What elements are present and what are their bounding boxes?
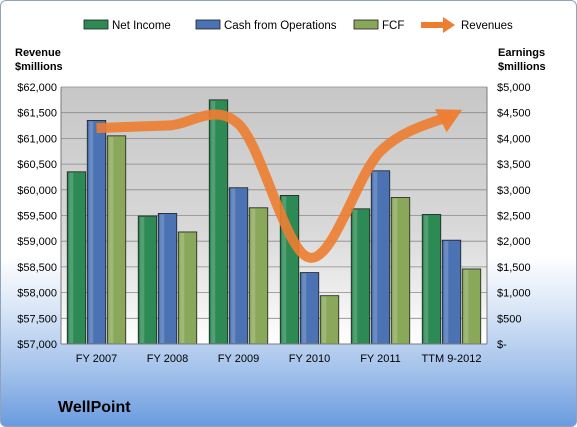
right-tick-label: $4,500 <box>497 108 531 120</box>
bar-highlight <box>140 217 145 343</box>
bar-highlight <box>393 198 398 343</box>
bar-highlight <box>424 215 429 343</box>
left-tick-label: $58,500 <box>17 262 57 274</box>
legend-label: Net Income <box>112 20 171 32</box>
right-tick-label: $500 <box>497 313 521 325</box>
left-tick-label: $59,500 <box>17 211 57 223</box>
legend-swatch-fcf <box>353 19 379 30</box>
x-tick-label: FY 2007 <box>76 353 117 365</box>
right-tick-label: $2,000 <box>497 236 531 248</box>
legend: Net Income Cash from Operations FCF Revenue… <box>83 17 513 33</box>
grid-layer <box>61 86 487 345</box>
bar-highlight <box>231 188 236 343</box>
left-tick-label: $59,000 <box>17 236 57 248</box>
bar-highlight <box>444 241 449 343</box>
legend-label: FCF <box>382 20 404 32</box>
legend-swatch-net-income <box>83 19 109 30</box>
legend-label: Revenues <box>461 20 513 32</box>
bar-highlight <box>322 296 327 343</box>
bar-highlight <box>282 196 287 343</box>
left-tick-label: $61,500 <box>17 108 57 120</box>
right-tick-label: $- <box>497 339 507 351</box>
left-tick-label: $62,000 <box>17 82 57 94</box>
left-tick-label: $57,500 <box>17 313 57 325</box>
left-tick-label: $58,000 <box>17 288 57 300</box>
x-tick-label: FY 2008 <box>147 353 188 365</box>
bar-highlight <box>353 209 358 343</box>
right-tick-label: $1,000 <box>497 288 531 300</box>
left-tick-label: $57,000 <box>17 339 57 351</box>
left-tick-label: $60,500 <box>17 159 57 171</box>
bar-highlight <box>89 121 94 343</box>
x-tick-label: FY 2009 <box>218 353 259 365</box>
revenues-arrowhead <box>434 109 463 133</box>
line-layer <box>96 109 463 263</box>
bar-highlight <box>109 136 114 343</box>
left-tick-label: $61,000 <box>17 133 57 145</box>
legend-arrowhead-revenues <box>443 17 455 33</box>
legend-label: Cash from Operations <box>224 20 337 32</box>
right-tick-label: $3,500 <box>497 159 531 171</box>
bar-highlight <box>251 208 256 343</box>
x-tick-label: FY 2011 <box>360 353 401 365</box>
right-tick-label: $2,500 <box>497 211 531 223</box>
axis-layer: Revenue $millions Earnings $millions $57… <box>15 47 546 365</box>
x-tick-label: TTM 9-2012 <box>422 353 482 365</box>
bar-highlight <box>302 273 307 343</box>
bar-highlight <box>464 269 469 343</box>
right-tick-label: $3,000 <box>497 185 531 197</box>
bar-highlight <box>211 100 216 343</box>
left-tick-label: $60,000 <box>17 185 57 197</box>
revenues-line <box>96 109 454 263</box>
left-axis-title-line1: Revenue <box>15 47 61 59</box>
right-axis-title-line1: Earnings <box>498 47 545 59</box>
bar-highlight <box>180 232 185 343</box>
left-axis-title-line2: $millions <box>15 61 63 73</box>
right-axis-title-line2: $millions <box>498 61 546 73</box>
bar-highlight <box>373 171 378 343</box>
company-title: WellPoint <box>58 399 131 416</box>
right-tick-label: $1,500 <box>497 262 531 274</box>
right-tick-label: $5,000 <box>497 82 531 94</box>
bar-highlight <box>69 172 74 343</box>
x-tick-label: FY 2010 <box>289 353 330 365</box>
bar-highlight <box>160 214 165 343</box>
legend-swatch-cash-from-operations <box>195 19 221 30</box>
right-tick-label: $4,000 <box>497 133 531 145</box>
